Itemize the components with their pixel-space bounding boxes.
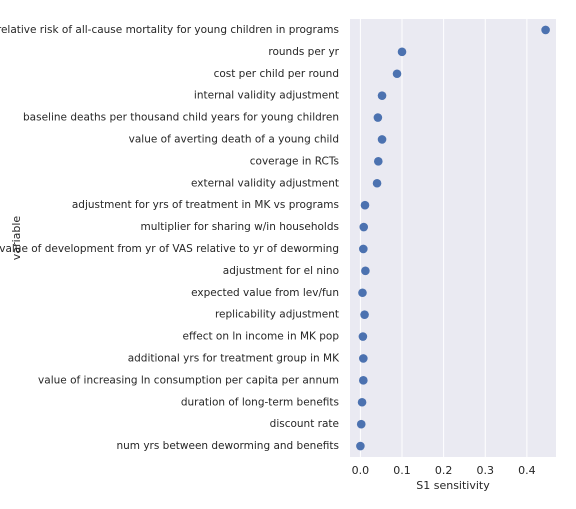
data-point bbox=[372, 178, 382, 188]
data-point bbox=[392, 69, 402, 79]
y-tick-label: external validity adjustment bbox=[191, 177, 339, 189]
y-tick-label: expected value from lev/fun bbox=[191, 287, 339, 299]
data-point bbox=[357, 397, 367, 407]
y-tick-label: value of averting death of a young child bbox=[129, 133, 339, 145]
data-point bbox=[359, 376, 368, 385]
data-point bbox=[541, 25, 550, 35]
y-tick-label: effect on ln income in MK pop bbox=[183, 331, 340, 343]
data-point bbox=[377, 135, 387, 144]
data-point bbox=[359, 222, 369, 232]
y-tick-labels: relative risk of all-cause mortality for… bbox=[0, 24, 340, 452]
y-tick-label: cost per child per round bbox=[214, 68, 339, 80]
x-axis-label: S1 sensitivity bbox=[416, 479, 490, 492]
data-point bbox=[358, 288, 367, 298]
y-tick-label: duration of long-term benefits bbox=[181, 396, 339, 408]
y-tick-label: num yrs between deworming and benefits bbox=[116, 440, 339, 452]
data-point bbox=[397, 47, 407, 57]
y-tick-label: internal validity adjustment bbox=[194, 90, 339, 102]
data-point bbox=[359, 244, 368, 254]
y-tick-label: baseline deaths per thousand child years… bbox=[23, 112, 339, 124]
x-tick-label: 0.0 bbox=[352, 464, 370, 477]
data-point bbox=[361, 266, 370, 276]
data-point bbox=[373, 157, 383, 166]
y-tick-label: coverage in RCTs bbox=[250, 155, 339, 167]
y-tick-label: replicability adjustment bbox=[215, 309, 339, 321]
data-point bbox=[358, 332, 368, 341]
data-point bbox=[360, 310, 369, 319]
y-tick-label: adjustment for yrs of treatment in MK vs… bbox=[72, 199, 339, 211]
x-tick-label: 0.2 bbox=[435, 464, 453, 477]
data-points bbox=[356, 25, 550, 451]
data-point bbox=[377, 91, 387, 100]
y-tick-label: multiplier for sharing w/in households bbox=[140, 221, 339, 233]
data-point bbox=[356, 419, 366, 429]
y-tick-label: discount rate bbox=[270, 418, 339, 430]
x-tick-labels: 0.0 0.1 0.2 0.3 0.4 bbox=[352, 464, 536, 477]
y-tick-label: relative risk of all-cause mortality for… bbox=[0, 24, 339, 36]
x-tick-label: 0.1 bbox=[393, 464, 411, 477]
data-point bbox=[359, 354, 368, 363]
y-tick-label: additional yrs for treatment group in MK bbox=[128, 352, 340, 364]
data-point bbox=[356, 441, 365, 451]
data-point bbox=[373, 113, 383, 122]
y-tick-label: adjustment for el nino bbox=[223, 265, 339, 277]
y-tick-label: value of development from yr of VAS rela… bbox=[0, 243, 339, 255]
data-point bbox=[360, 200, 370, 210]
grid-lines bbox=[359, 19, 528, 457]
y-tick-label: rounds per yr bbox=[268, 46, 339, 58]
y-axis-label: variable bbox=[10, 216, 23, 261]
plot-background bbox=[350, 19, 556, 457]
y-tick-label: value of increasing ln consumption per c… bbox=[38, 374, 339, 386]
x-tick-label: 0.3 bbox=[477, 464, 495, 477]
x-tick-label: 0.4 bbox=[518, 464, 536, 477]
